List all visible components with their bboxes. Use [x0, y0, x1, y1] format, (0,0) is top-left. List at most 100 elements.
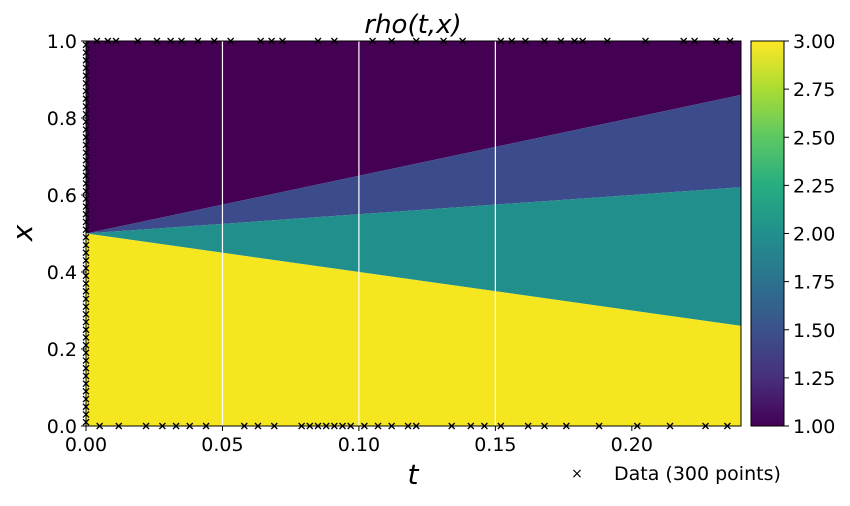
- data-point-marker: [82, 295, 90, 303]
- data-point-marker: [82, 318, 90, 326]
- data-point-marker: [388, 422, 396, 430]
- data-point-marker: [82, 72, 90, 80]
- plot-frame: [85, 40, 742, 427]
- data-point-marker: [257, 37, 265, 45]
- y-tick-label: 0.8: [47, 108, 77, 130]
- data-point-marker: [82, 218, 90, 226]
- colorbar-tick-label: 1.25: [793, 368, 835, 390]
- data-point-marker: [82, 256, 90, 264]
- data-point-marker: [702, 422, 709, 430]
- data-markers: [82, 37, 734, 430]
- data-point-marker: [82, 56, 90, 64]
- data-point-marker: [642, 37, 649, 45]
- data-point-marker: [82, 64, 90, 72]
- data-point-marker: [82, 141, 90, 149]
- data-point-marker: [440, 37, 447, 45]
- data-point-marker: [270, 422, 278, 430]
- data-point-marker: [82, 187, 90, 195]
- data-point-marker: [82, 203, 90, 211]
- data-point-marker: [360, 422, 368, 430]
- colorbar-tick-label: 2.50: [793, 127, 835, 149]
- data-point-marker: [82, 349, 90, 357]
- data-point-marker: [374, 422, 382, 430]
- data-point-marker: [82, 287, 90, 295]
- data-point-marker: [82, 79, 90, 87]
- data-point-marker: [541, 37, 548, 45]
- data-point-marker: [298, 422, 306, 430]
- data-point-marker: [82, 410, 90, 418]
- data-point-marker: [712, 37, 720, 45]
- data-point-marker: [82, 364, 90, 372]
- data-point-marker: [172, 422, 180, 430]
- data-point-marker: [82, 126, 90, 134]
- vertical-line-group: [221, 41, 496, 426]
- data-point-marker: [82, 387, 90, 395]
- y-tick-label: 0.2: [47, 339, 77, 361]
- data-point-marker: [82, 164, 90, 172]
- data-point-marker: [541, 422, 548, 430]
- data-point-marker: [202, 422, 210, 430]
- y-axis-ticks: 0.0 0.2 0.4 0.6 0.8 1.0: [47, 31, 86, 438]
- data-point-marker: [595, 422, 603, 430]
- data-point-marker: [579, 37, 587, 45]
- chart-title: rho(t,x): [364, 10, 461, 40]
- data-point-marker: [306, 422, 314, 430]
- data-point-marker: [680, 37, 688, 45]
- data-point-marker: [524, 422, 532, 430]
- data-point-marker: [322, 422, 330, 430]
- data-point-marker: [82, 326, 90, 334]
- data-point-marker: [369, 37, 377, 45]
- data-point-marker: [571, 37, 578, 45]
- data-point-marker: [82, 41, 90, 49]
- data-point-marker: [112, 37, 120, 45]
- colorbar-ticks: 1.00 1.25 1.50 1.75 2.00 2.25 2.50 2.75 3.00: [784, 31, 835, 438]
- data-point-marker: [134, 37, 142, 45]
- legend-label: Data (300 points): [614, 463, 781, 485]
- data-point-marker: [82, 341, 90, 349]
- data-point-marker: [82, 357, 90, 365]
- data-point-marker: [82, 49, 90, 57]
- region-rho-1-5: [86, 94, 741, 234]
- data-point-marker: [167, 37, 175, 45]
- data-point-marker: [508, 37, 516, 45]
- data-point-marker: [279, 37, 286, 45]
- region-rho-2: [86, 187, 741, 326]
- data-point-marker: [158, 422, 166, 430]
- y-tick-label: 0.0: [47, 416, 77, 438]
- data-point-marker: [82, 264, 90, 272]
- data-point-marker: [227, 37, 235, 45]
- data-point-marker: [82, 118, 90, 126]
- data-point-marker: [82, 195, 90, 203]
- colorbar-tick-label: 1.75: [793, 272, 835, 294]
- x-tick-label: 0.15: [474, 434, 516, 456]
- data-point-marker: [82, 272, 90, 280]
- data-point-marker: [104, 37, 112, 45]
- data-point-marker: [412, 422, 420, 430]
- data-point-marker: [82, 133, 90, 141]
- data-point-marker: [497, 37, 505, 45]
- legend-marker: ×: [571, 466, 583, 482]
- data-point-marker: [82, 156, 90, 164]
- data-point-marker: [82, 310, 90, 318]
- data-point-marker: [82, 149, 90, 157]
- data-point-marker: [210, 37, 218, 45]
- data-point-marker: [194, 37, 202, 45]
- data-point-marker: [142, 422, 150, 430]
- data-point-marker: [268, 37, 276, 45]
- data-point-marker: [82, 102, 90, 110]
- x-tick-label: 0.05: [201, 434, 243, 456]
- data-point-marker: [404, 422, 412, 430]
- data-point-marker: [388, 37, 396, 45]
- data-point-marker: [314, 422, 322, 430]
- data-point-marker: [96, 422, 104, 430]
- x-tick-label: 0.10: [338, 434, 380, 456]
- data-point-marker: [339, 422, 347, 430]
- data-point-marker: [557, 37, 565, 45]
- region-rho-3: [86, 233, 741, 426]
- data-point-marker: [448, 422, 456, 430]
- data-point-marker: [115, 422, 123, 430]
- data-point-marker: [82, 172, 90, 180]
- data-point-marker: [633, 422, 641, 430]
- y-tick-label: 0.6: [47, 185, 77, 207]
